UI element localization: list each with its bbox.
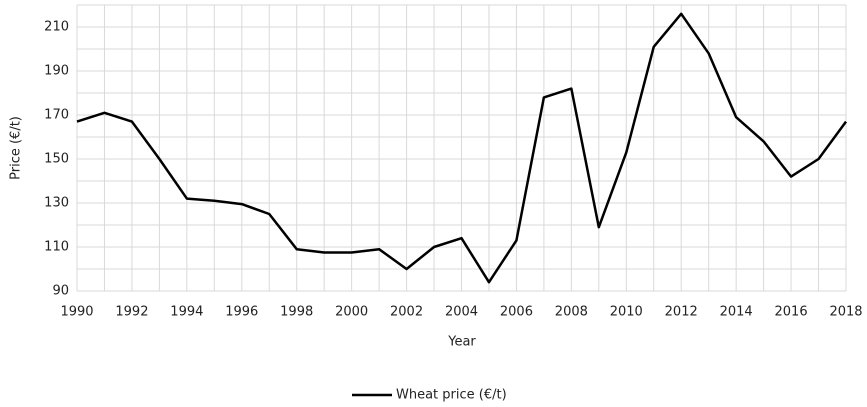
x-tick-label: 2014 bbox=[720, 305, 753, 320]
x-tick-label: 2016 bbox=[775, 305, 808, 320]
x-tick-label: 1992 bbox=[115, 305, 148, 320]
x-tick-label: 2008 bbox=[555, 305, 588, 320]
y-tick-label: 190 bbox=[44, 64, 69, 79]
x-tick-label: 1990 bbox=[60, 305, 93, 320]
x-tick-label: 2002 bbox=[390, 305, 423, 320]
data-line bbox=[76, 12, 848, 284]
x-tick-label: 2012 bbox=[665, 305, 698, 320]
y-tick-label: 130 bbox=[44, 196, 69, 211]
y-axis-label: Price (€/t) bbox=[9, 116, 24, 180]
x-tick-label: 1996 bbox=[225, 305, 258, 320]
y-tick-label: 170 bbox=[44, 108, 69, 123]
y-tick-label: 90 bbox=[52, 284, 69, 299]
y-tick-label: 110 bbox=[44, 240, 69, 255]
x-tick-label: 2000 bbox=[335, 305, 368, 320]
x-tick-label: 2004 bbox=[445, 305, 478, 320]
x-axis-label: Year bbox=[447, 335, 476, 350]
x-tick-label: 2018 bbox=[829, 305, 862, 320]
y-tick-label: 150 bbox=[44, 152, 69, 167]
y-tick-label: 210 bbox=[44, 20, 69, 35]
x-tick-label: 1998 bbox=[280, 305, 313, 320]
x-tick-label: 2010 bbox=[610, 305, 643, 320]
x-tick-label: 2006 bbox=[500, 305, 533, 320]
legend-label: Wheat price (€/t) bbox=[396, 388, 507, 403]
x-tick-label: 1994 bbox=[170, 305, 203, 320]
